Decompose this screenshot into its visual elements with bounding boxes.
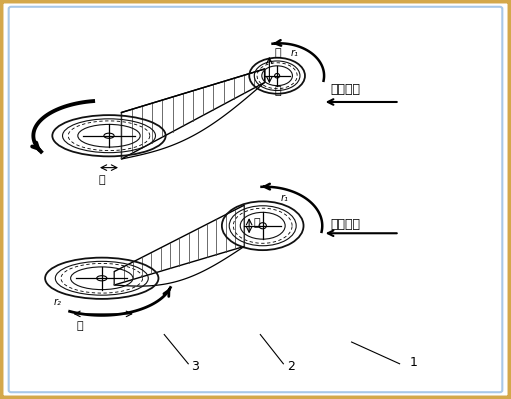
Text: 窄: 窄 (99, 175, 105, 185)
Text: 低速状态: 低速状态 (330, 83, 360, 96)
Polygon shape (114, 205, 244, 285)
Text: 3: 3 (191, 360, 199, 373)
Text: 窄: 窄 (254, 218, 261, 228)
Text: 窄: 窄 (274, 86, 281, 96)
Polygon shape (122, 69, 265, 159)
Text: r₂: r₂ (54, 297, 61, 307)
Text: 2: 2 (287, 360, 295, 373)
Text: r₁: r₁ (291, 48, 299, 58)
Text: 宽: 宽 (76, 321, 83, 331)
Text: 宽: 宽 (274, 48, 281, 58)
Text: r₁: r₁ (281, 194, 289, 203)
Text: 高速状态: 高速状态 (330, 217, 360, 231)
Text: 1: 1 (409, 356, 417, 369)
